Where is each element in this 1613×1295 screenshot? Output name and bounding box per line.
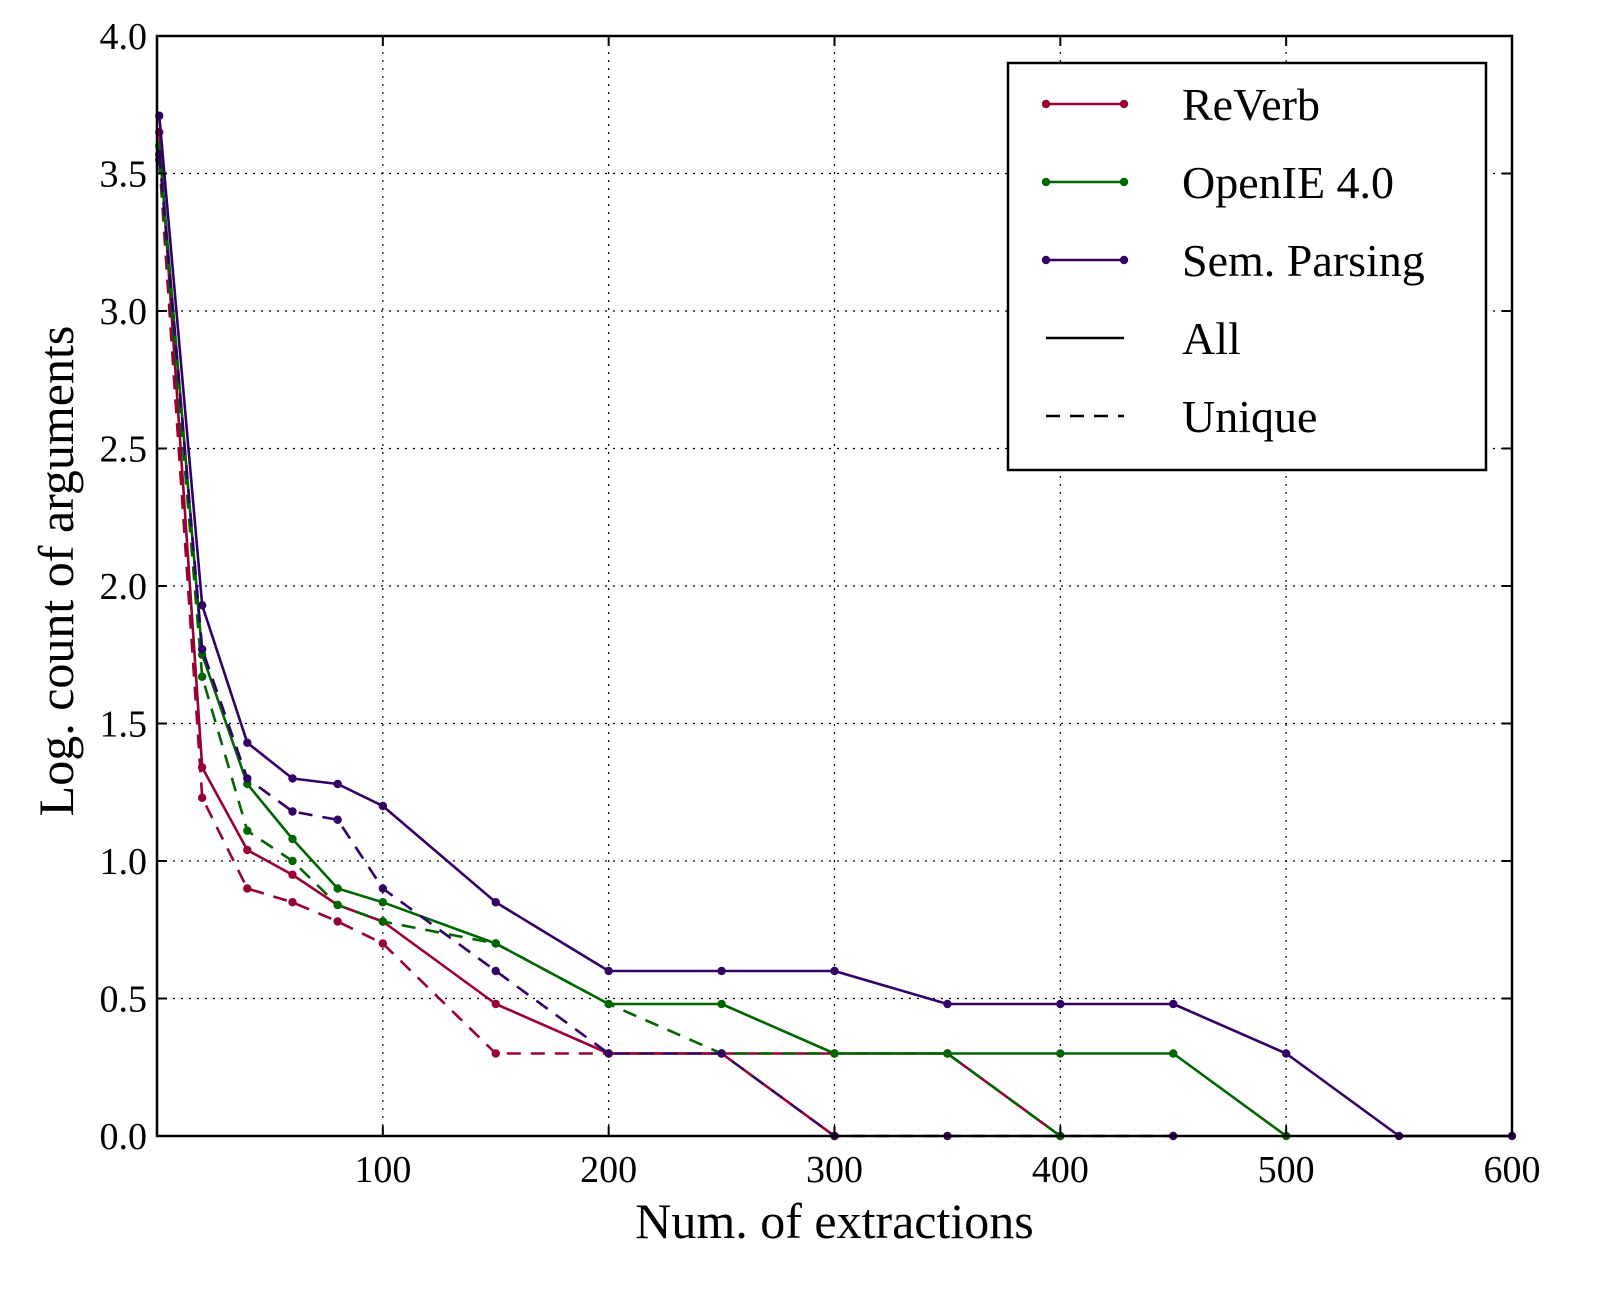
y-tick-label: 3.0 (100, 291, 148, 333)
legend-item-reverb: ReVerb (1041, 79, 1320, 130)
data-point (491, 966, 500, 976)
data-point (1056, 1049, 1065, 1058)
data-point (1281, 1049, 1291, 1058)
data-point (717, 1049, 726, 1058)
y-tick-label: 2.5 (100, 429, 148, 471)
series-line-sem-parsing (158, 115, 1512, 1138)
y-tick-label: 0.5 (100, 979, 148, 1021)
legend: ReVerb OpenIE 4.0 Sem. Parsing All Unique (1006, 61, 1488, 472)
series-line-openie-4-0-unique (158, 159, 1062, 1138)
data-point (333, 779, 342, 789)
legend-item-unique: Unique (1046, 391, 1317, 442)
ticks (157, 35, 1513, 1137)
data-point (243, 845, 252, 855)
legend-label: Unique (1182, 391, 1317, 442)
data-point (717, 999, 726, 1009)
y-axis-title: Log. count of arguments (28, 326, 84, 817)
data-point (333, 815, 342, 824)
legend-label: ReVerb (1182, 79, 1320, 130)
x-axis-title: Num. of extractions (635, 1193, 1034, 1249)
data-point (830, 966, 839, 976)
data-point (491, 999, 500, 1009)
series-sem-parsing (155, 111, 1517, 1141)
data-point (378, 917, 388, 926)
data-point (1169, 999, 1178, 1009)
data-point (243, 826, 252, 835)
legend-item-openie-4-0: OpenIE 4.0 (1041, 157, 1394, 208)
legend-label: All (1182, 313, 1241, 364)
data-point (378, 801, 388, 811)
y-tick-label: 2.0 (100, 566, 148, 608)
y-tick-label: 3.5 (100, 154, 148, 196)
data-point (288, 807, 297, 816)
data-point (243, 884, 252, 893)
x-tick-label: 100 (354, 1149, 411, 1191)
legend-marker (1119, 255, 1129, 265)
data-point (604, 966, 613, 976)
legend-marker (1041, 255, 1051, 265)
data-point (1169, 1049, 1178, 1058)
legend-item-sem-parsing: Sem. Parsing (1041, 235, 1425, 286)
legend-marker (1119, 99, 1129, 109)
data-point (604, 1049, 613, 1058)
data-point (491, 1049, 500, 1058)
y-tick-label: 0.0 (100, 1116, 148, 1158)
legend-box (1006, 61, 1488, 472)
series-line-reverb (158, 132, 1062, 1138)
x-tick-label: 500 (1258, 1149, 1315, 1191)
series-reverb-unique (155, 155, 839, 1141)
tick-labels: 100 200 300 400 500 600 0.0 0.5 1.0 1.5 2.0 2.5 3.0 3… (100, 16, 1541, 1191)
data-point (197, 601, 207, 610)
data-point (288, 834, 297, 844)
x-tick-label: 600 (1484, 1149, 1541, 1191)
legend-item-all: All (1046, 313, 1241, 364)
legend-marker (1119, 177, 1129, 187)
x-tick-label: 200 (580, 1149, 637, 1191)
data-point (830, 1049, 839, 1058)
y-tick-label: 1.5 (100, 704, 148, 746)
x-tick-label: 400 (1032, 1149, 1089, 1191)
data-point (378, 939, 388, 948)
data-point (197, 793, 207, 802)
data-point (243, 738, 252, 747)
series-line-openie-4-0 (158, 145, 1287, 1138)
series-openie-4-0-unique (155, 155, 1065, 1141)
legend-marker (1041, 99, 1051, 109)
data-point (197, 672, 207, 681)
data-point (943, 1049, 952, 1058)
data-point (491, 898, 500, 907)
legend-marker (1041, 177, 1051, 187)
data-point (197, 645, 207, 654)
data-point (288, 774, 297, 783)
data-point (378, 898, 388, 907)
data-point (288, 898, 297, 907)
data-point (243, 774, 252, 783)
series-reverb (155, 128, 1065, 1141)
x-tick-label: 300 (806, 1149, 863, 1191)
series-line-reverb-unique (158, 159, 836, 1138)
data-point (943, 999, 952, 1009)
y-tick-label: 1.0 (100, 841, 148, 883)
data-point (288, 856, 297, 866)
y-tick-label: 4.0 (100, 16, 148, 58)
data-point (1056, 999, 1065, 1009)
legend-label: Sem. Parsing (1182, 235, 1425, 286)
data-point (378, 884, 388, 893)
data-point (491, 939, 500, 948)
data-point (333, 884, 342, 893)
legend-label: OpenIE 4.0 (1182, 157, 1394, 208)
data-point (604, 999, 613, 1009)
data-point (288, 870, 297, 879)
data-point (333, 917, 342, 926)
data-point (333, 900, 342, 910)
data-point (717, 966, 726, 976)
